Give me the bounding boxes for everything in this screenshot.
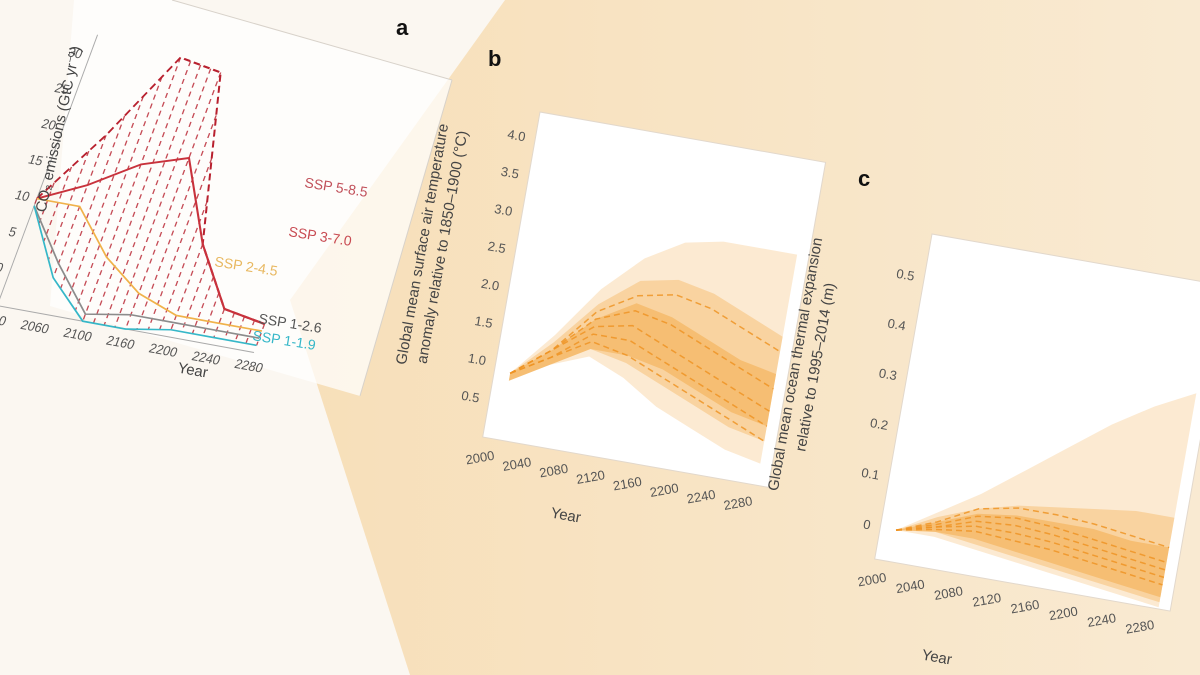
- panel-a-ytick-label: 20: [39, 116, 58, 133]
- panel-a-xlabel: Year: [176, 360, 209, 382]
- panel-c-xlabel: Year: [920, 647, 953, 669]
- panel-a-hatch-line: [181, 260, 209, 332]
- panel-a-hatch-line: [124, 72, 222, 330]
- panel-a-series-line: [33, 205, 257, 347]
- panel-b-letter: b: [488, 46, 501, 71]
- panel-a-xtick-label: 2040: [0, 309, 9, 329]
- panel-c-ytick-label: 0: [862, 516, 872, 532]
- panel-a-xtick-label: 2200: [147, 340, 180, 360]
- panel-a-hatch-line: [147, 158, 213, 330]
- panel-b-dashed-scenario: [509, 333, 768, 427]
- panel-c-xtick-label: 2280: [1124, 617, 1155, 637]
- panel-c-dashed-scenario: [895, 515, 1167, 564]
- panel-a-series-line: [36, 156, 266, 325]
- panel-b-dashed-scenario: [509, 340, 765, 442]
- panel-b-ytick-label: 2.0: [480, 276, 500, 294]
- panel-b-ytick-label: 3.0: [493, 201, 513, 219]
- panel-a-xtick-label: 2280: [233, 356, 266, 376]
- panel-c-ytick-label: 0.5: [895, 266, 915, 284]
- panel-a-xtick-label: 2160: [104, 333, 137, 353]
- panel-c-xtick-label: 2080: [933, 583, 964, 603]
- panel-a-series-line: [33, 205, 260, 339]
- panel-b-xtick-label: 2160: [612, 474, 643, 494]
- panel-c-dashed-scenario: [895, 520, 1166, 571]
- panel-b-xlabel: Year: [549, 505, 582, 527]
- panel-c-xtick-label: 2200: [1048, 603, 1079, 623]
- panel-a-ytick-label: 10: [13, 187, 32, 204]
- panel-b-dashed-scenario: [509, 309, 774, 390]
- panel-a-hatch-line: [213, 308, 226, 338]
- panel-a-series-line: [36, 197, 263, 332]
- panel-a-hatch-line: [255, 323, 266, 346]
- panel-c-letter: c: [858, 166, 870, 191]
- panel-c-ytick-label: 0.3: [878, 365, 898, 383]
- panel-b-ytick-label: 1.0: [467, 350, 487, 368]
- panel-b-ytick-label: 1.5: [473, 313, 493, 331]
- panel-a-hatch-line: [223, 312, 236, 340]
- panel-a-hatch-line: [47, 150, 90, 260]
- panel-a-ytick-label: 15: [26, 151, 45, 168]
- panel-b-dashed-scenario: [509, 324, 770, 412]
- panel-b-xtick-label: 2200: [649, 480, 680, 500]
- panel-a-hatch-line: [234, 316, 246, 342]
- panel-a-border-right: [359, 79, 453, 397]
- panel-c: c 0 0.1 0.2 0.3 0.4 0.5 2000 2040 2080 2120 2160 22…: [765, 166, 1200, 669]
- panel-c-frame: [874, 233, 1200, 612]
- panel-b-frame-group: 0.5 1.0 1.5 2.0 2.5 3.0 3.5 4.0 2000 2040 2080 2120…: [460, 111, 827, 513]
- panel-c-xtick-label: 2040: [895, 576, 926, 596]
- panel-c-uncertainty-band: [896, 505, 1175, 603]
- panel-b: b 0.5 1.0 1.5 2.0 2.5 3.0 3.5 4.0 2000 2040 2080 21…: [393, 46, 827, 527]
- panel-b-uncertainty-band: [508, 241, 798, 464]
- panel-b-ytick-label: 3.5: [500, 164, 520, 182]
- panel-b-xtick-label: 2040: [501, 454, 532, 474]
- panel-c-frame-group: 0 0.1 0.2 0.3 0.4 0.5 2000 2040 2080 2120 2160 2200…: [856, 233, 1200, 637]
- panel-a-hatch-line: [67, 96, 144, 300]
- panel-b-xtick-label: 2080: [538, 461, 569, 481]
- panel-a-xtick-label: 2060: [19, 317, 52, 337]
- panel-a-hatch-line: [103, 64, 202, 326]
- panel-a: a −5051015202530204020602100216022002240…: [0, 0, 453, 397]
- panel-c-ytick-label: 0.1: [860, 465, 880, 483]
- panel-c-ytick-label: 0.2: [869, 415, 889, 433]
- panel-b-ytick-label: 0.5: [460, 388, 480, 406]
- panel-b-xtick-label: 2240: [686, 487, 717, 507]
- panel-a-hatch-line: [136, 115, 217, 330]
- panel-a-hatch-line: [33, 198, 38, 206]
- panel-b-uncertainty-band: [508, 303, 777, 427]
- panel-b-xtick-label: 2120: [575, 467, 606, 487]
- panel-c-xtick-label: 2120: [971, 590, 1002, 610]
- panel-c-xtick-label: 2160: [1009, 597, 1040, 617]
- panel-b-dashed-scenario: [509, 294, 781, 374]
- panel-c-uncertainty-band: [896, 393, 1197, 608]
- panel-a-y-axis: [0, 34, 99, 306]
- panel-b-xtick-label: 2000: [464, 448, 495, 468]
- panel-a-xtick-label: 2240: [190, 348, 223, 368]
- panel-c-xtick-label: 2240: [1086, 610, 1117, 630]
- panel-a-hatch-line: [59, 115, 126, 289]
- panel-a-ytick-label: 0: [0, 260, 6, 276]
- panel-a-hatch-line: [43, 166, 73, 242]
- panel-b-ytick-label: 4.0: [506, 126, 526, 144]
- panel-a-letter: a: [396, 15, 409, 40]
- panel-c-plot: 0 0.1 0.2 0.3 0.4 0.5 2000 2040 2080 2120 2160 2200…: [856, 266, 1197, 637]
- panel-a-ytick-label: 30: [66, 44, 85, 61]
- panel-a-hatch-line: [191, 276, 215, 334]
- panel-c-dashed-scenario: [895, 507, 1170, 549]
- panel-a-hatch-line: [245, 320, 256, 344]
- panel-a-hatch-line: [74, 76, 163, 311]
- panel-a-frame: [50, 0, 452, 396]
- panel-a-xtick-label: 2100: [61, 325, 94, 345]
- panel-b-xtick-label: 2280: [722, 493, 753, 513]
- panel-b-ytick-label: 2.5: [487, 238, 507, 256]
- panel-c-xtick-label: 2000: [856, 570, 887, 590]
- panel-b-plot: 0.5 1.0 1.5 2.0 2.5 3.0 3.5 4.0 2000 2040 2080 2120…: [460, 126, 798, 513]
- panel-a-hatch-line: [38, 182, 55, 224]
- panel-b-uncertainty-band: [508, 279, 783, 442]
- panel-a-ytick-label: 25: [53, 80, 72, 97]
- panel-a-border-top: [171, 0, 453, 81]
- panel-c-ytick-label: 0.4: [886, 316, 906, 334]
- panel-a-plot: −505101520253020402060210021602200224022…: [0, 34, 266, 376]
- panel-c-uncertainty-band: [896, 513, 1170, 598]
